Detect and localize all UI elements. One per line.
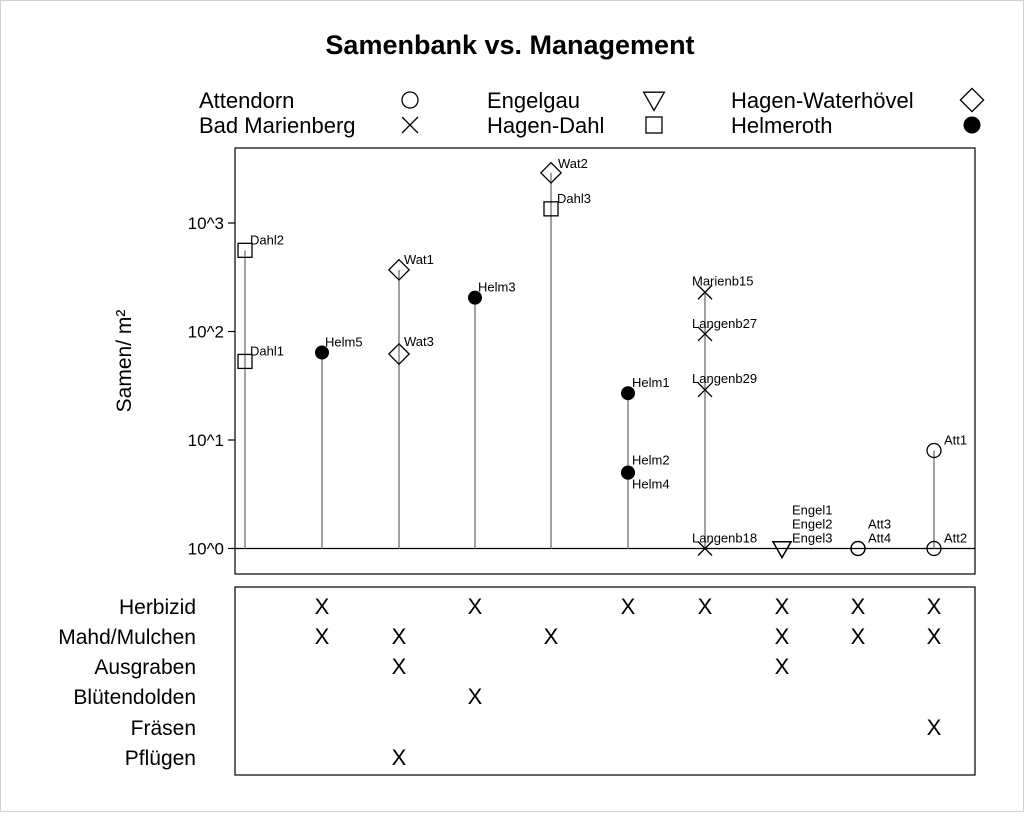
- legend-marker-helmeroth: [963, 116, 981, 134]
- management-mark: X: [392, 745, 407, 770]
- point-langenb18: [697, 541, 713, 556]
- management-mark: X: [392, 624, 407, 649]
- legend-marker-hagen-dahl: [645, 116, 663, 134]
- point-att2: [926, 540, 942, 557]
- point-att4: [850, 540, 866, 557]
- point-labels: Dahl2 Dahl1 Helm5 Wat1 Wat3 Helm3 Wat2 Dahl3 Hel…: [250, 156, 967, 546]
- management-mark: X: [851, 624, 866, 649]
- point-att1: [926, 442, 942, 459]
- management-mark: X: [315, 624, 330, 649]
- management-table-frame: [234, 586, 976, 776]
- point-label-marienb15: Marienb15: [692, 273, 753, 288]
- y-axis-label: Samen/ m²: [113, 310, 136, 413]
- management-mark: X: [392, 654, 407, 679]
- point-label-att4: Att4: [868, 531, 891, 546]
- point-label-dahl1: Dahl1: [250, 343, 284, 358]
- legend-marker-attendorn: [401, 91, 419, 109]
- point-label-helm3: Helm3: [478, 280, 516, 295]
- point-label-att1: Att1: [944, 433, 967, 448]
- y-tick-label: 10^3: [188, 214, 224, 233]
- management-mark: X: [775, 624, 790, 649]
- legend-label-engelgau: Engelgau: [487, 88, 580, 113]
- management-mark: X: [927, 594, 942, 619]
- point-label-att2: Att2: [944, 531, 967, 546]
- point-langenb29: [697, 382, 713, 398]
- point-label-dahl2: Dahl2: [250, 232, 284, 247]
- row-label-herbizid: Herbizid: [119, 596, 196, 619]
- point-label-wat3: Wat3: [404, 334, 434, 349]
- legend-label-hagen-dahl: Hagen-Dahl: [487, 113, 604, 138]
- point-dahl3: [543, 201, 559, 217]
- point-engel3: [771, 541, 793, 559]
- point-wat2: [539, 161, 563, 184]
- legend-label-attendorn: Attendorn: [199, 88, 294, 113]
- management-mark: X: [927, 715, 942, 740]
- point-label-helm1: Helm1: [632, 375, 670, 390]
- point-label-langenb18: Langenb18: [692, 531, 757, 546]
- point-wat3: [387, 342, 411, 366]
- legend-label-hagen-waterh-vel: Hagen-Waterhövel: [731, 88, 914, 113]
- point-label-wat2: Wat2: [558, 156, 588, 171]
- legend-label-bad-marienberg: Bad Marienberg: [199, 113, 356, 138]
- point-label-helm2: Helm2: [632, 453, 670, 468]
- legend-label-helmeroth: Helmeroth: [731, 113, 832, 138]
- y-tick-label: 10^1: [188, 431, 224, 450]
- management-mark: X: [544, 624, 559, 649]
- management-mark: X: [315, 594, 330, 619]
- management-mark: X: [468, 594, 483, 619]
- point-label-wat1: Wat1: [404, 252, 434, 267]
- data-points: [237, 161, 942, 559]
- management-mark: X: [775, 594, 790, 619]
- row-label-mahd-mulchen: Mahd/Mulchen: [58, 626, 196, 649]
- management-mark: X: [468, 684, 483, 709]
- point-label-att3: Att3: [868, 517, 891, 532]
- row-label-bl-tendolden: Blütendolden: [73, 686, 196, 709]
- point-helm4: [621, 465, 635, 480]
- point-marienb15: [697, 284, 713, 300]
- y-tick-label: 10^0: [188, 540, 224, 559]
- chart-title: Samenbank vs. Management: [325, 30, 694, 60]
- row-label-fr-sen: Fräsen: [131, 717, 196, 740]
- point-dahl1: [237, 353, 253, 370]
- point-label-engel1: Engel1: [792, 503, 832, 518]
- point-langenb27: [697, 326, 713, 342]
- point-label-engel3: Engel3: [792, 531, 832, 546]
- management-mark: X: [775, 654, 790, 679]
- legend-marker-engelgau: [642, 91, 666, 112]
- legend-marker-hagen-waterh-vel: [959, 87, 985, 113]
- point-dahl2: [237, 242, 253, 258]
- management-mark: X: [698, 594, 713, 619]
- point-label-langenb27: Langenb27: [692, 316, 757, 331]
- legend-marker-bad-marienberg: [401, 116, 419, 134]
- point-label-helm5: Helm5: [325, 335, 363, 350]
- y-axis: 10^0 10^1 10^2 10^3: [188, 214, 235, 559]
- point-helm3: [468, 290, 482, 305]
- point-wat1: [387, 258, 411, 281]
- point-label-dahl3: Dahl3: [557, 191, 591, 206]
- point-helm1: [621, 386, 635, 401]
- point-label-langenb29: Langenb29: [692, 371, 757, 386]
- row-label-pfl-gen: Pflügen: [125, 747, 196, 770]
- point-label-engel2: Engel2: [792, 517, 832, 532]
- management-mark: X: [851, 594, 866, 619]
- management-mark: X: [621, 594, 636, 619]
- point-helm5: [315, 345, 329, 360]
- y-tick-label: 10^2: [188, 323, 224, 342]
- legend: Attendorn Engelgau Hagen-Waterhövel Bad Mar…: [199, 87, 985, 138]
- management-mark: X: [927, 624, 942, 649]
- point-label-helm4: Helm4: [632, 477, 670, 492]
- plot-frame: [234, 147, 976, 575]
- row-label-ausgraben: Ausgraben: [94, 656, 196, 679]
